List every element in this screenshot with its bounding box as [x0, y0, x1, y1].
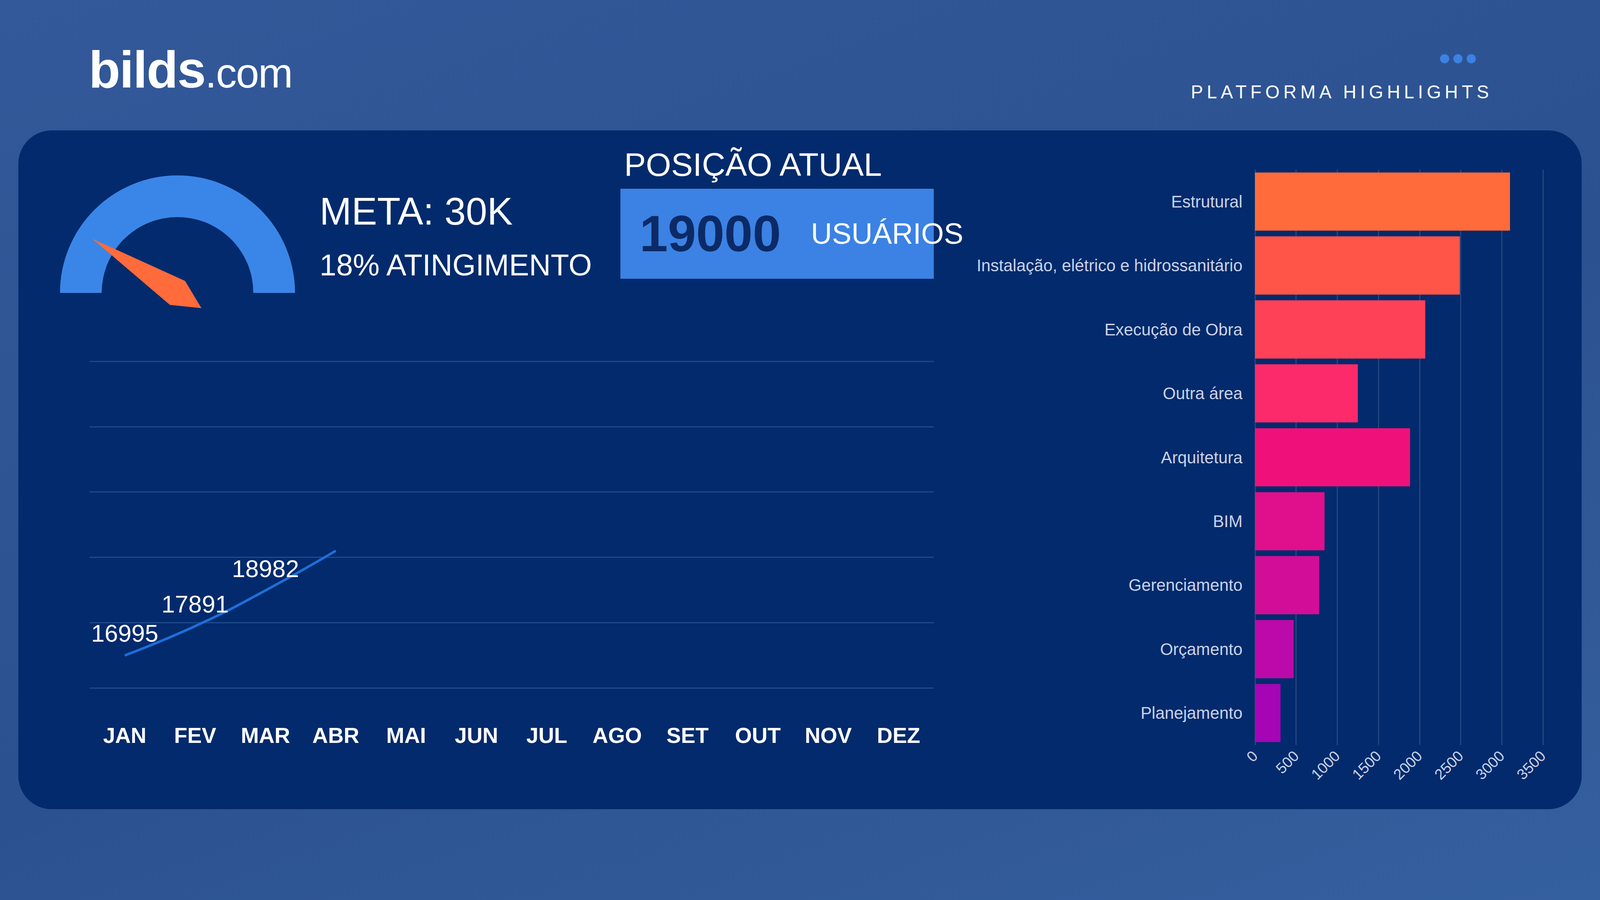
svg-text:MAI: MAI [386, 723, 426, 748]
svg-text:JUL: JUL [526, 723, 568, 748]
svg-text:BIM: BIM [1212, 512, 1243, 531]
html-text:PLATFORMA HIGHLIGHTS: PLATFORMA HIGHLIGHTS [1190, 81, 1493, 103]
svg-text:MAR: MAR [240, 723, 290, 748]
svg-text:1500: 1500 [1348, 747, 1385, 784]
svg-text:Estrutural: Estrutural [1171, 192, 1243, 211]
svg-text:1000: 1000 [1307, 747, 1344, 784]
svg-text:JUN: JUN [455, 723, 499, 748]
svg-text:Orçamento: Orçamento [1160, 640, 1243, 659]
svg-text:ABR: ABR [312, 723, 360, 748]
svg-text:FEV: FEV [174, 723, 217, 748]
svg-text:0: 0 [1242, 747, 1261, 766]
html-text:META: 30K: META: 30K [319, 190, 513, 233]
svg-text:Planejamento: Planejamento [1140, 703, 1243, 723]
svg-text:Outra área: Outra área [1162, 384, 1243, 403]
html-text:18% ATINGIMENTO: 18% ATINGIMENTO [319, 248, 592, 282]
svg-text:Arquitetura: Arquitetura [1160, 448, 1243, 467]
svg-text:2000: 2000 [1390, 747, 1426, 784]
svg-text:16995: 16995 [91, 619, 159, 647]
svg-text:Execução de Obra: Execução de Obra [1104, 320, 1243, 339]
html-text:bilds.com: bilds.com [88, 40, 293, 99]
svg-text:2500: 2500 [1430, 747, 1467, 784]
svg-text:Gerenciamento: Gerenciamento [1128, 575, 1243, 595]
svg-text:SET: SET [666, 723, 709, 748]
svg-text:DEZ: DEZ [877, 723, 921, 748]
html-text:19000: 19000 [639, 205, 781, 263]
svg-text:OUT: OUT [735, 723, 781, 748]
svg-text:3500: 3500 [1513, 747, 1550, 784]
html-text:POSIÇÃO ATUAL: POSIÇÃO ATUAL [624, 146, 882, 183]
svg-text:17891: 17891 [161, 590, 229, 618]
svg-text:JAN: JAN [102, 723, 147, 748]
svg-text:Instalação, elétrico e hidross: Instalação, elétrico e hidrossanitário [976, 256, 1243, 275]
svg-text:3000: 3000 [1472, 747, 1508, 784]
html-text:USUÁRIOS: USUÁRIOS [810, 217, 964, 250]
svg-text:18982: 18982 [231, 555, 299, 583]
svg-text:AGO: AGO [592, 723, 642, 748]
svg-text:500: 500 [1272, 747, 1303, 778]
svg-text:NOV: NOV [804, 723, 852, 748]
